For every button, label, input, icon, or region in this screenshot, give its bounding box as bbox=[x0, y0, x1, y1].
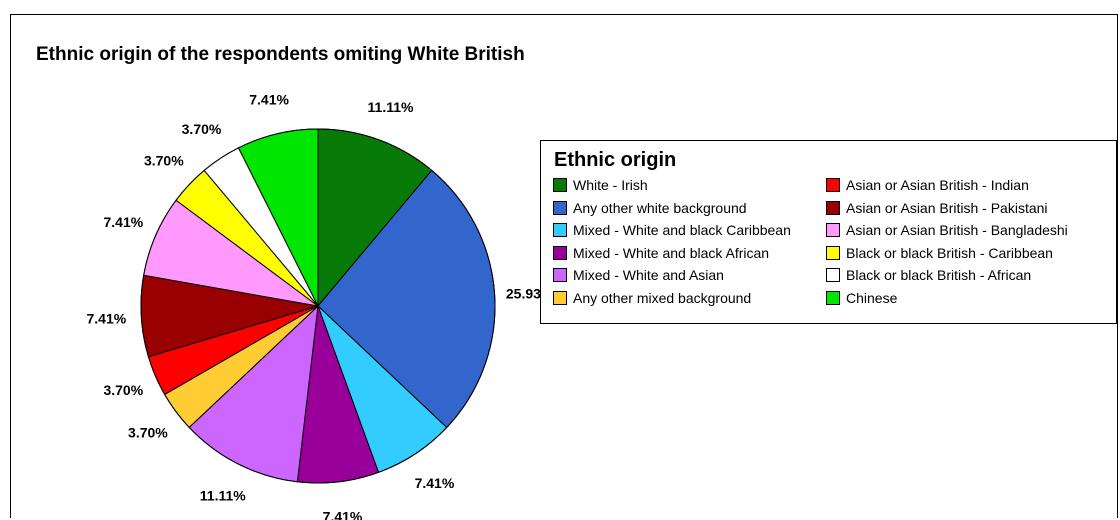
pie-slices bbox=[140, 128, 496, 484]
legend-label: Mixed - White and Asian bbox=[573, 267, 724, 283]
data-label-8: 7.41% bbox=[104, 214, 144, 230]
legend-swatch bbox=[553, 290, 567, 305]
data-label-5: 3.70% bbox=[128, 425, 168, 441]
data-label-9: 3.70% bbox=[144, 152, 184, 168]
legend-swatch bbox=[826, 200, 840, 215]
legend-item-4: Mixed - White and Asian bbox=[553, 265, 724, 285]
legend-label: Any other white background bbox=[573, 199, 747, 216]
legend-swatch bbox=[553, 268, 567, 282]
legend-swatch bbox=[553, 178, 567, 192]
data-label-6: 3.70% bbox=[103, 382, 143, 398]
data-label-0: 11.11% bbox=[368, 99, 414, 115]
data-label-10: 3.70% bbox=[182, 121, 222, 137]
legend-item-10: Black or black British - African bbox=[826, 265, 1031, 285]
legend-item-7: Asian or Asian British - Pakistani bbox=[826, 198, 1048, 218]
legend-item-11: Chinese bbox=[826, 288, 897, 308]
legend-label: Mixed - White and black Caribbean bbox=[573, 222, 791, 238]
legend-label: Black or black British - Caribbean bbox=[846, 244, 1053, 261]
legend-item-2: Mixed - White and black Caribbean bbox=[553, 220, 791, 240]
data-label-4: 11.11% bbox=[200, 487, 246, 503]
legend-item-8: Asian or Asian British - Bangladeshi bbox=[826, 220, 1068, 240]
legend-label: Mixed - White and black African bbox=[573, 244, 770, 261]
data-label-7: 7.41% bbox=[87, 310, 127, 326]
legend-label: Chinese bbox=[846, 289, 898, 306]
legend-label: Asian or Asian British - Indian bbox=[846, 177, 1029, 193]
legend-label: Asian or Asian British - Bangladeshi bbox=[846, 222, 1068, 238]
legend-title: Ethnic origin bbox=[554, 149, 677, 171]
legend-item-1: Any other white background bbox=[553, 198, 747, 218]
data-label-11: 7.41% bbox=[249, 92, 289, 108]
legend: Ethnic origin White - Irish Any other whi… bbox=[540, 140, 1117, 324]
legend-item-6: Asian or Asian British - Indian bbox=[826, 175, 1029, 195]
chart-title: Ethnic origin of the respondents omiting… bbox=[36, 44, 525, 65]
pie-outline bbox=[140, 128, 496, 484]
legend-item-0: White - Irish bbox=[553, 175, 648, 195]
legend-swatch bbox=[826, 178, 840, 192]
legend-swatch bbox=[826, 223, 840, 237]
pie-data-labels: 11.11%25.93%7.41%7.41%11.11%3.70%3.70%7.… bbox=[87, 92, 554, 520]
legend-item-9: Black or black British - Caribbean bbox=[826, 243, 1053, 263]
legend-swatch bbox=[553, 223, 567, 237]
legend-swatch bbox=[553, 200, 567, 215]
legend-swatch bbox=[826, 268, 840, 282]
legend-label: Asian or Asian British - Pakistani bbox=[846, 199, 1048, 216]
legend-label: Black or black British - African bbox=[846, 267, 1032, 283]
legend-label: White - Irish bbox=[573, 177, 648, 193]
legend-swatch bbox=[553, 245, 567, 260]
data-label-3: 7.41% bbox=[323, 509, 363, 520]
legend-label: Any other mixed background bbox=[573, 289, 752, 306]
legend-swatch bbox=[826, 290, 840, 305]
legend-item-5: Any other mixed background bbox=[553, 288, 751, 308]
legend-swatch bbox=[826, 245, 840, 260]
data-label-2: 7.41% bbox=[415, 475, 455, 491]
legend-item-3: Mixed - White and black African bbox=[553, 243, 769, 263]
